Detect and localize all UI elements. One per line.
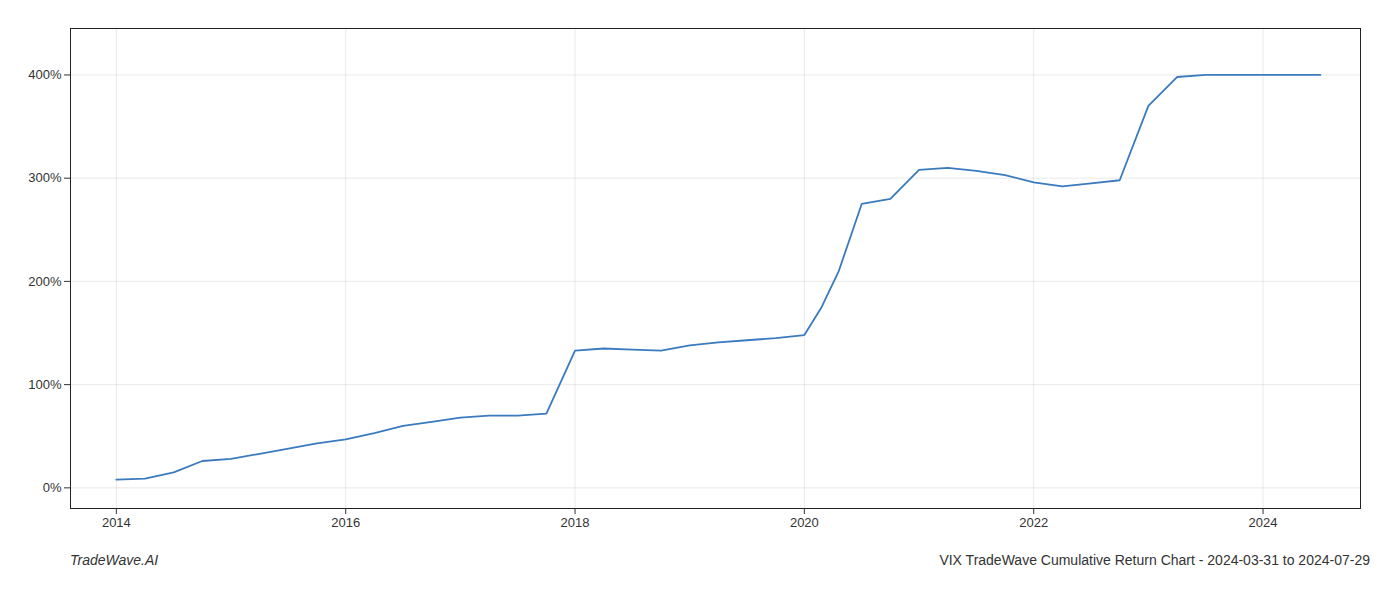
svg-text:300%: 300% <box>28 170 62 185</box>
svg-text:2024: 2024 <box>1249 515 1278 530</box>
svg-text:0%: 0% <box>43 480 62 495</box>
html-text:TradeWave.AI: TradeWave.AI <box>70 552 159 568</box>
svg-text:2018: 2018 <box>561 515 590 530</box>
svg-text:2016: 2016 <box>331 515 360 530</box>
svg-text:2020: 2020 <box>790 515 819 530</box>
svg-text:100%: 100% <box>28 377 62 392</box>
svg-text:2022: 2022 <box>1019 515 1048 530</box>
svg-text:200%: 200% <box>28 274 62 289</box>
html-text:VIX TradeWave Cumulative Retur: VIX TradeWave Cumulative Return Chart - … <box>939 552 1370 568</box>
svg-text:2014: 2014 <box>102 515 131 530</box>
svg-text:400%: 400% <box>28 67 62 82</box>
